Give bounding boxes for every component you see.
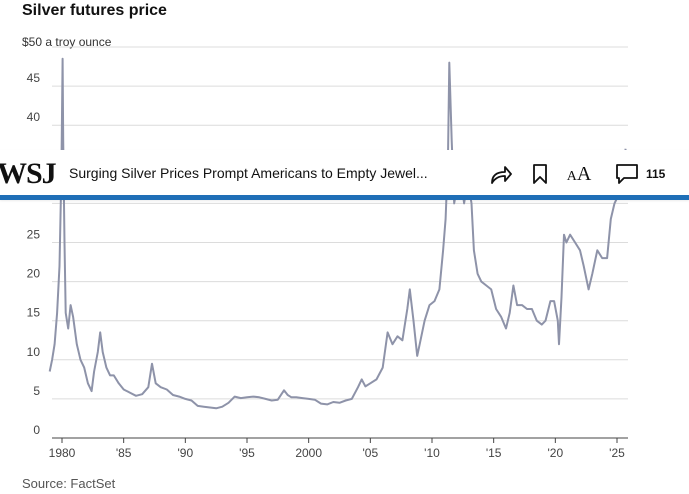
comment-count[interactable]: 115	[646, 167, 666, 181]
y-tick-label: 40	[27, 110, 41, 124]
y-tick-label: 25	[27, 228, 41, 242]
text-size-label: AA	[566, 162, 592, 185]
y-tick-label: 10	[27, 345, 41, 359]
x-tick-label: '85	[116, 446, 132, 460]
y-tick-label: 0	[33, 423, 40, 437]
y-tick-label: 5	[33, 384, 40, 398]
x-tick-label: '95	[239, 446, 255, 460]
y-axis-unit-label: $50 a troy ounce	[22, 35, 112, 49]
x-tick-label: '10	[424, 446, 440, 460]
x-axis: 1980 '85 '90 '95 2000 '05 '10 '15 '20 '25	[49, 437, 628, 460]
x-tick-label: '05	[363, 446, 379, 460]
chart-title: Silver futures price	[22, 2, 167, 19]
y-tick-label: 20	[27, 267, 41, 281]
x-tick-label: 2000	[295, 446, 322, 460]
bookmark-button[interactable]	[530, 160, 550, 188]
article-headline[interactable]: Surging Silver Prices Prompt Americans t…	[69, 165, 428, 181]
comments-button[interactable]	[614, 160, 640, 188]
chart-gridlines	[52, 46, 628, 439]
share-button[interactable]	[488, 160, 514, 188]
x-tick-label: '15	[486, 446, 502, 460]
x-tick-label: 1980	[49, 446, 76, 460]
y-axis-tick-labels: 051015202530354045	[27, 71, 41, 437]
wsj-logo[interactable]: WSJ	[0, 157, 57, 190]
text-size-button[interactable]: AA	[565, 160, 593, 188]
chart-source: Source: FactSet	[22, 476, 116, 491]
x-tick-label: '25	[609, 446, 625, 460]
y-tick-label: 15	[27, 306, 41, 320]
article-toolbar: WSJ Surging Silver Prices Prompt America…	[0, 150, 689, 200]
chart-series	[48, 57, 627, 410]
speech-bubble-icon	[616, 164, 638, 184]
x-tick-label: '20	[548, 446, 564, 460]
share-arrow-icon	[491, 166, 512, 184]
bookmark-icon	[533, 164, 547, 184]
silver-price-line	[48, 57, 627, 410]
x-tick-label: '90	[178, 446, 194, 460]
y-tick-label: 45	[27, 71, 41, 85]
